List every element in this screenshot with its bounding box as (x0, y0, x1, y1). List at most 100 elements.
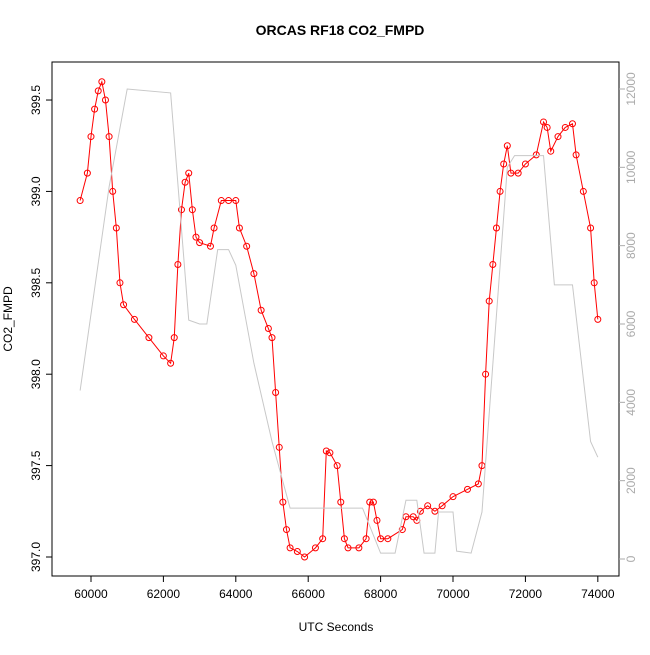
data-point (257, 306, 265, 314)
data-point (145, 334, 153, 342)
y2-tick-label: 6000 (624, 310, 638, 337)
data-point (485, 297, 493, 305)
data-point (344, 544, 352, 552)
data-point (384, 535, 392, 543)
data-point (532, 151, 540, 159)
data-point (333, 462, 341, 470)
x-axis-label: UTC Seconds (299, 620, 374, 634)
y2-tick-label: 10000 (624, 150, 638, 184)
x-tick-label: 70000 (436, 587, 470, 601)
data-point (398, 526, 406, 534)
data-point (579, 187, 587, 195)
data-point (94, 87, 102, 95)
y2-tick-label: 8000 (624, 232, 638, 259)
data-point (463, 485, 471, 493)
y2-tick-label: 12000 (624, 72, 638, 106)
data-point (514, 169, 522, 177)
y-tick-label: 397.0 (29, 542, 43, 572)
data-point (438, 502, 446, 510)
x-tick-label: 64000 (219, 587, 253, 601)
data-point (500, 160, 508, 168)
data-point (116, 279, 124, 287)
x-tick-label: 68000 (364, 587, 398, 601)
y2-tick-label: 0 (624, 555, 638, 562)
series-line (79, 79, 599, 558)
data-point (167, 359, 175, 367)
data-point (362, 535, 370, 543)
y-tick-label: 398.0 (29, 359, 43, 389)
data-point (489, 261, 497, 269)
data-point (521, 160, 529, 168)
data-point (377, 535, 385, 543)
y-tick-label: 398.5 (29, 267, 43, 297)
y-tick-label: 399.5 (29, 85, 43, 115)
data-point (293, 548, 301, 556)
data-point (286, 544, 294, 552)
data-point (76, 197, 84, 205)
data-point (130, 315, 138, 323)
data-point (272, 388, 280, 396)
data-point (181, 178, 189, 186)
data-point (590, 279, 598, 287)
series-line (79, 88, 599, 554)
data-point (206, 242, 214, 250)
data-point (337, 498, 345, 506)
data-point (105, 133, 113, 141)
y-axis-label: CO2_FMPD (1, 286, 15, 352)
data-point (326, 449, 334, 457)
data-point (431, 507, 439, 515)
data-point (474, 480, 482, 488)
data-point (98, 78, 106, 86)
data-point (225, 197, 233, 205)
data-point (503, 142, 511, 150)
data-point (449, 493, 457, 501)
data-point (572, 151, 580, 159)
data-point (496, 187, 504, 195)
data-point (594, 315, 602, 323)
plot-frame (51, 61, 620, 577)
data-point (268, 334, 276, 342)
data-point (275, 443, 283, 451)
x-tick-label: 66000 (292, 587, 326, 601)
x-tick-label: 72000 (509, 587, 543, 601)
data-point (322, 447, 330, 455)
data-point (250, 270, 258, 278)
data-point (282, 526, 290, 534)
data-point (369, 498, 377, 506)
data-point (409, 513, 417, 521)
data-point (120, 301, 128, 309)
x-tick-label: 60000 (74, 587, 108, 601)
data-point (101, 96, 109, 104)
data-point (185, 169, 193, 177)
data-point (174, 261, 182, 269)
data-point (587, 224, 595, 232)
data-point (192, 233, 200, 241)
data-point (279, 498, 287, 506)
x-tick-label: 74000 (581, 587, 615, 601)
data-point (217, 197, 225, 205)
data-point (366, 498, 374, 506)
data-point (196, 239, 204, 247)
data-point (507, 169, 515, 177)
data-point (355, 544, 363, 552)
data-point (112, 224, 120, 232)
data-point (373, 516, 381, 524)
data-point (210, 224, 218, 232)
data-point (424, 502, 432, 510)
data-point (235, 224, 243, 232)
data-point (170, 334, 178, 342)
data-point (87, 133, 95, 141)
data-point (301, 553, 309, 561)
data-point (492, 224, 500, 232)
data-point (340, 535, 348, 543)
data-point (109, 187, 117, 195)
data-point (91, 105, 99, 113)
chart-title: ORCAS RF18 CO2_FMPD (256, 22, 425, 38)
data-point (416, 507, 424, 515)
data-point (319, 535, 327, 543)
data-point (482, 370, 490, 378)
y2-tick-label: 2000 (624, 467, 638, 494)
data-point (264, 325, 272, 333)
data-point (188, 206, 196, 214)
